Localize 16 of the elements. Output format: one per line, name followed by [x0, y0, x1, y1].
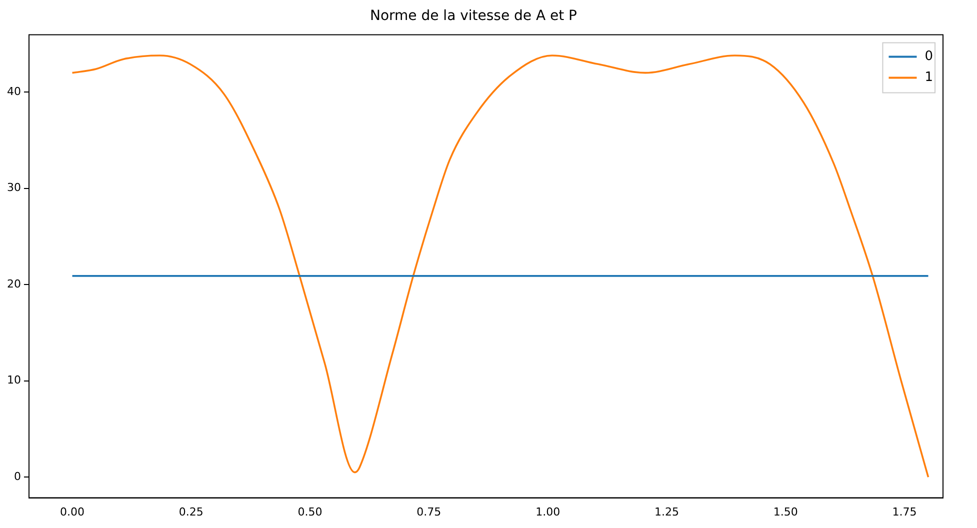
y-tick-label: 20: [6, 277, 21, 290]
legend-label: 0: [924, 49, 934, 64]
x-tick-label: 0.50: [298, 505, 322, 518]
y-tick-label: 40: [6, 84, 21, 98]
x-tick-label: 0.75: [416, 505, 442, 518]
x-tick-label: 0.00: [60, 505, 85, 518]
y-tick-label: 10: [6, 374, 21, 387]
y-tick-label: 0: [14, 470, 21, 483]
x-tick-label: 1.50: [773, 505, 798, 518]
x-tick-label: 1.00: [536, 505, 560, 518]
x-tick-label: 1.25: [654, 505, 679, 518]
chart-title: Norme de la vitesse de A et P: [370, 8, 578, 24]
legend-label: 1: [924, 70, 934, 86]
x-tick-label: 1.75: [892, 505, 917, 518]
y-tick-label: 30: [6, 181, 21, 194]
x-tick-label: 0.25: [178, 505, 204, 518]
